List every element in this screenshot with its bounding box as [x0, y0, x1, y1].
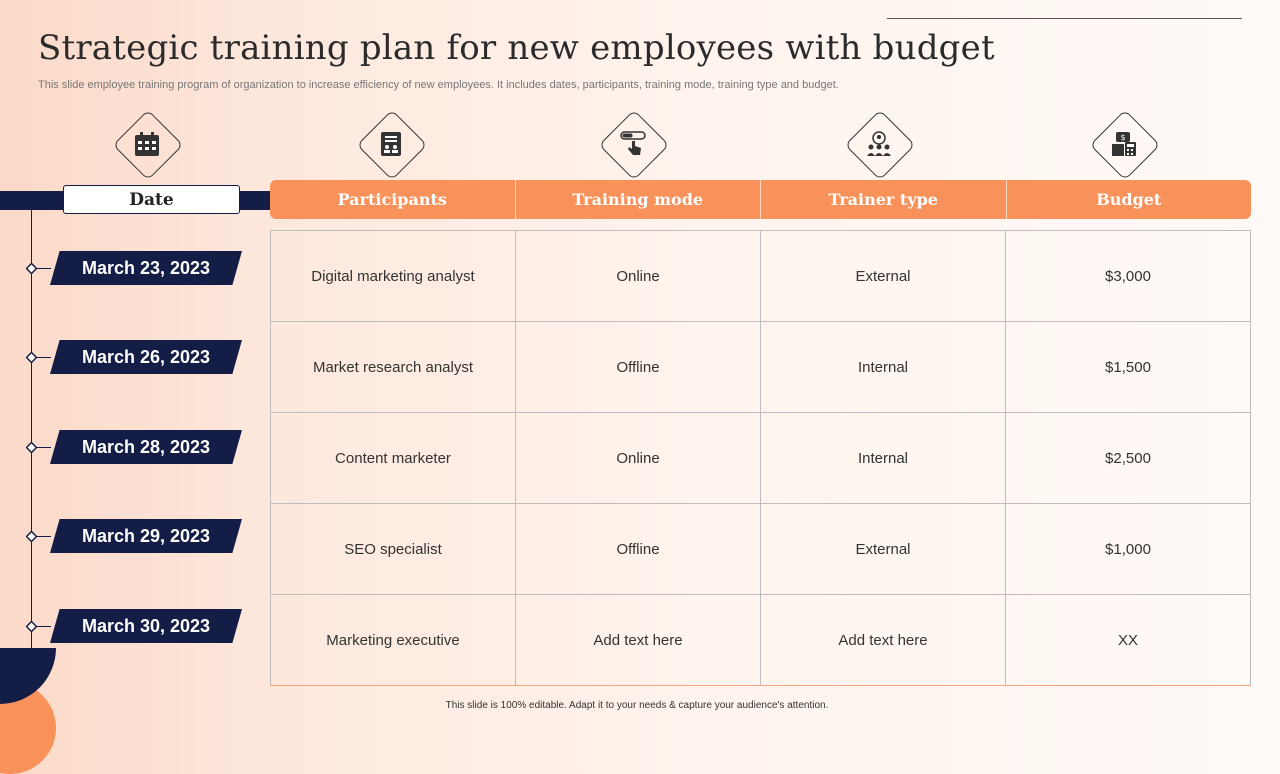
timeline-connector — [37, 447, 51, 448]
corner-decoration-navy — [0, 648, 56, 704]
timeline-marker-icon — [26, 442, 37, 453]
budget-cell: $3,000 — [1005, 230, 1251, 322]
budget-cell: $2,500 — [1005, 412, 1251, 504]
trainer-type-cell: Internal — [760, 412, 1006, 504]
trainer-type-cell: Add text here — [760, 594, 1006, 686]
training-mode-cell: Online — [515, 230, 761, 322]
page-title: Strategic training plan for new employee… — [38, 28, 995, 68]
top-rule — [887, 18, 1242, 19]
participant-cell: SEO specialist — [270, 503, 516, 595]
timeline-marker-icon — [26, 531, 37, 542]
budget-cell: XX — [1005, 594, 1251, 686]
column-header-participants: Participants — [270, 180, 516, 219]
timeline-connector — [37, 357, 51, 358]
table-row: Digital marketing analyst Online Externa… — [270, 230, 1251, 322]
participant-cell: Content marketer — [270, 412, 516, 504]
footer-note: This slide is 100% editable. Adapt it to… — [445, 700, 829, 711]
column-header-training-mode: Training mode — [516, 180, 761, 219]
timeline-connector — [37, 268, 51, 269]
click-mode-icon — [618, 129, 648, 159]
date-label: March 28, 2023 — [50, 430, 242, 464]
trainer-type-cell: External — [760, 503, 1006, 595]
page-subtitle: This slide employee training program of … — [38, 79, 839, 91]
participant-cell: Marketing executive — [270, 594, 516, 686]
table-row: SEO specialist Offline External $1,000 — [270, 503, 1251, 595]
participant-cell: Digital marketing analyst — [270, 230, 516, 322]
timeline-connector — [37, 536, 51, 537]
svg-text:$: $ — [1120, 133, 1125, 142]
training-mode-cell: Online — [515, 412, 761, 504]
trainer-type-cell: External — [760, 230, 1006, 322]
budget-cell: $1,500 — [1005, 321, 1251, 413]
team-trainer-icon — [864, 129, 894, 159]
training-mode-cell: Offline — [515, 321, 761, 413]
timeline-line — [31, 210, 32, 650]
column-header-budget: Budget — [1096, 190, 1162, 209]
date-label: March 29, 2023 — [50, 519, 242, 553]
column-header-trainer-type: Trainer type — [761, 180, 1007, 219]
timeline-marker-icon — [26, 352, 37, 363]
date-column-header: Date — [63, 185, 240, 214]
timeline-marker-icon — [26, 263, 37, 274]
budget-cell: $1,000 — [1005, 503, 1251, 595]
table-row: Content marketer Online Internal $2,500 — [270, 412, 1251, 504]
timeline-connector — [37, 626, 51, 627]
table-row: Marketing executive Add text here Add te… — [270, 594, 1251, 686]
training-table: Digital marketing analyst Online Externa… — [270, 230, 1251, 686]
table-row: Market research analyst Offline Internal… — [270, 321, 1251, 413]
calendar-icon — [132, 129, 162, 159]
budget-calculator-icon: $ — [1109, 129, 1139, 159]
trainer-type-cell: Internal — [760, 321, 1006, 413]
training-document-icon — [376, 129, 406, 159]
date-label: March 26, 2023 — [50, 340, 242, 374]
date-label: March 23, 2023 — [50, 251, 242, 285]
timeline-marker-icon — [26, 621, 37, 632]
training-mode-cell: Offline — [515, 503, 761, 595]
participant-cell: Market research analyst — [270, 321, 516, 413]
table-header: Participants Training mode Trainer type … — [270, 180, 1251, 219]
date-label: March 30, 2023 — [50, 609, 242, 643]
training-mode-cell: Add text here — [515, 594, 761, 686]
